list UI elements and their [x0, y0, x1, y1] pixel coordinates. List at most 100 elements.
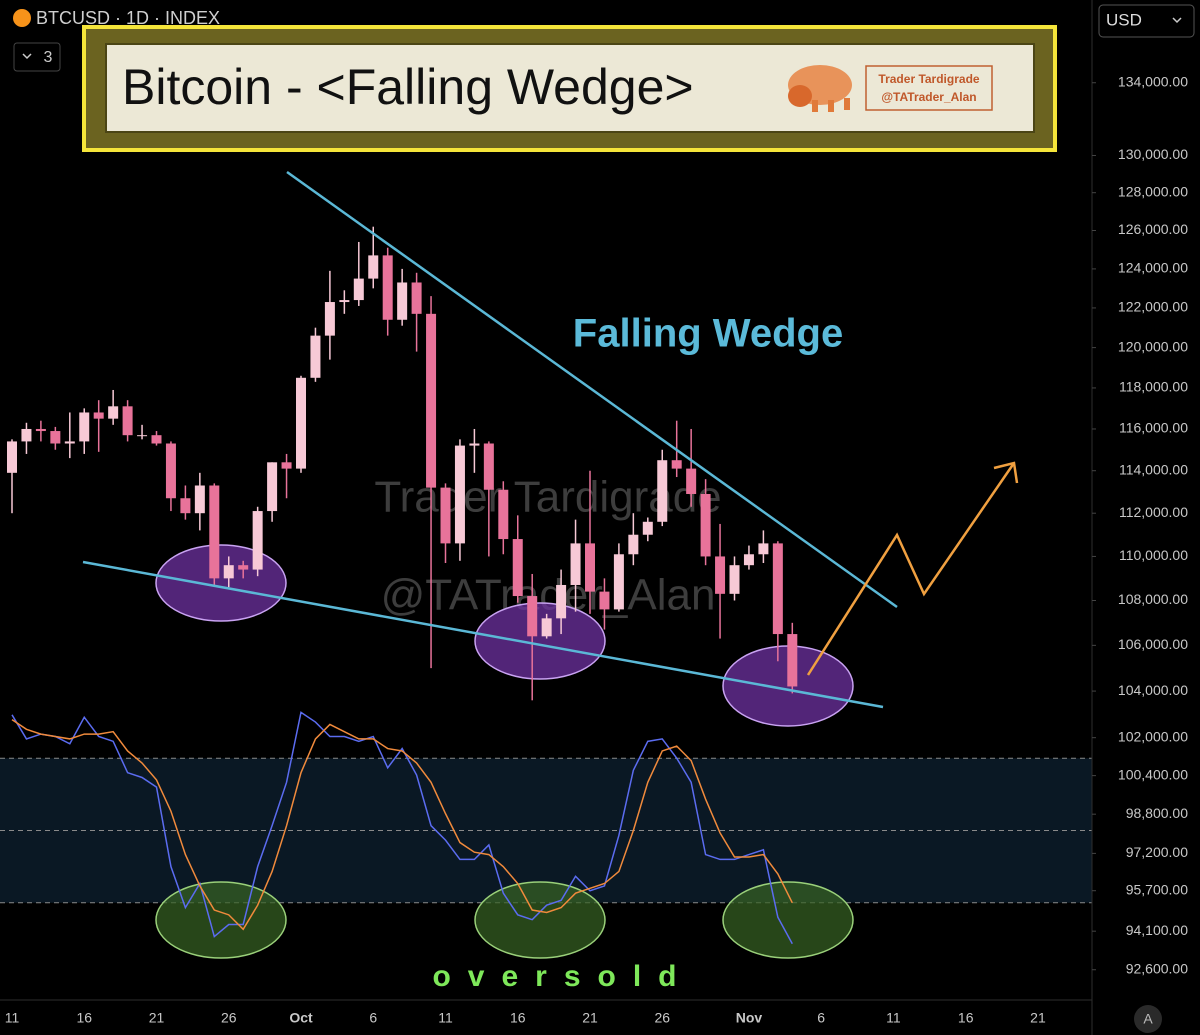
candle-body [165, 443, 176, 499]
candle-body [64, 441, 75, 444]
candle-body [729, 565, 740, 594]
ellipse [155, 881, 287, 959]
candle-body [411, 282, 422, 314]
candle-body [585, 543, 595, 592]
icon-leg [844, 98, 850, 110]
candle-body [281, 462, 292, 469]
scale-button[interactable] [1134, 1005, 1162, 1033]
candle-body [252, 511, 263, 570]
banner-inner [105, 43, 1035, 133]
y-tick-label: 92,600.00 [1126, 960, 1188, 976]
currency[interactable]: USD [1106, 10, 1142, 29]
axes: 134,000.00 130,000.00 128,000.00 126,000.00… [5, 73, 1188, 1025]
x-tick-label: 21 [582, 1010, 598, 1026]
icon-leg [828, 100, 834, 112]
candle-body [787, 634, 798, 687]
x-tick-label: 16 [958, 1010, 974, 1026]
candle-body [469, 443, 480, 446]
candle-body [21, 428, 32, 442]
candle-body [613, 554, 624, 610]
candle-body [657, 460, 668, 522]
layout-button[interactable] [13, 42, 61, 72]
candle-body [642, 521, 653, 535]
candle-body [79, 412, 90, 442]
candle-body [715, 556, 726, 594]
candle-body [671, 460, 682, 469]
arrow-head [993, 461, 1019, 484]
x-tick-label: 16 [76, 1010, 92, 1026]
x-tick-label: Oct [289, 1010, 313, 1026]
coin-icon [13, 9, 31, 27]
y-tick-label: 126,000.00 [1118, 221, 1188, 237]
candle-body [267, 462, 278, 512]
candle-body [599, 591, 610, 610]
candle-body [310, 335, 321, 378]
x-tick-label: 6 [817, 1010, 825, 1026]
ellipse [474, 881, 606, 959]
y-tick-label: 110,000.00 [1119, 547, 1188, 563]
candle-body [743, 554, 754, 566]
candle-body [122, 406, 133, 436]
y-tick-label: 108,000.00 [1118, 591, 1188, 607]
candle-body [108, 406, 119, 419]
logo-handle: @TATrader_Alan [881, 90, 976, 104]
symbol: BTCUSD · 1D · INDEX [36, 8, 220, 28]
y-tick-label: 116,000.00 [1119, 420, 1188, 436]
candle-body [223, 565, 234, 579]
y-tick-label: 118,000.00 [1119, 379, 1188, 395]
trendline [286, 170, 898, 609]
currency-button[interactable] [1098, 4, 1195, 38]
stoch-line [11, 719, 793, 931]
candle-body [454, 445, 465, 544]
candle-body [35, 428, 46, 432]
candle-body [556, 584, 567, 619]
stoch-panel [0, 757, 1092, 904]
x-tick-label: 11 [438, 1010, 453, 1026]
logo-icon [788, 65, 852, 112]
candle-body [151, 435, 162, 444]
candle-body [180, 498, 191, 514]
title: Bitcoin - <Falling Wedge> [122, 59, 694, 115]
y-tick-label: 120,000.00 [1118, 338, 1188, 354]
x-tick-label: 11 [886, 1010, 901, 1026]
y-tick-label: 114,000.00 [1119, 461, 1188, 477]
candle-body [426, 313, 437, 488]
candle-body [686, 468, 697, 494]
annotation: oversold [432, 960, 693, 993]
chevron [1172, 17, 1182, 24]
candle-body [512, 539, 523, 597]
candle-body [382, 255, 393, 320]
candle-body [137, 435, 148, 437]
candle-body [368, 255, 379, 279]
y-tick-label: 130,000.00 [1118, 146, 1188, 162]
ellipse [474, 602, 606, 680]
x-tick-label: 11 [5, 1010, 20, 1026]
candle-body [527, 596, 538, 637]
y-tick-label: 124,000.00 [1118, 260, 1188, 276]
x-tick-label: 16 [510, 1010, 526, 1026]
candle-body [440, 487, 451, 544]
stoch-line [11, 711, 793, 945]
x-tick-label: Nov [736, 1010, 763, 1026]
scale-label[interactable]: A [1143, 1011, 1153, 1027]
y-tick-label: 122,000.00 [1118, 299, 1188, 315]
y-tick-label: 94,100.00 [1126, 922, 1188, 938]
candle-body [541, 618, 552, 637]
y-tick-label: 112,000.00 [1119, 504, 1188, 520]
candle-body [758, 543, 769, 555]
candle-body [353, 278, 364, 301]
x-tick-label: 26 [221, 1010, 237, 1026]
candle-body [700, 493, 711, 557]
oversold-highlights [155, 881, 854, 959]
icon-head [788, 85, 812, 107]
x-tick-label: 6 [369, 1010, 377, 1026]
marks [7, 226, 798, 945]
candle-body [570, 543, 581, 585]
candle-body [93, 412, 104, 419]
layout-count[interactable]: 3 [44, 49, 53, 66]
y-tick-label: 134,000.00 [1118, 73, 1188, 89]
logo-name: Trader Tardigrade [878, 72, 979, 86]
chevron [22, 53, 32, 60]
